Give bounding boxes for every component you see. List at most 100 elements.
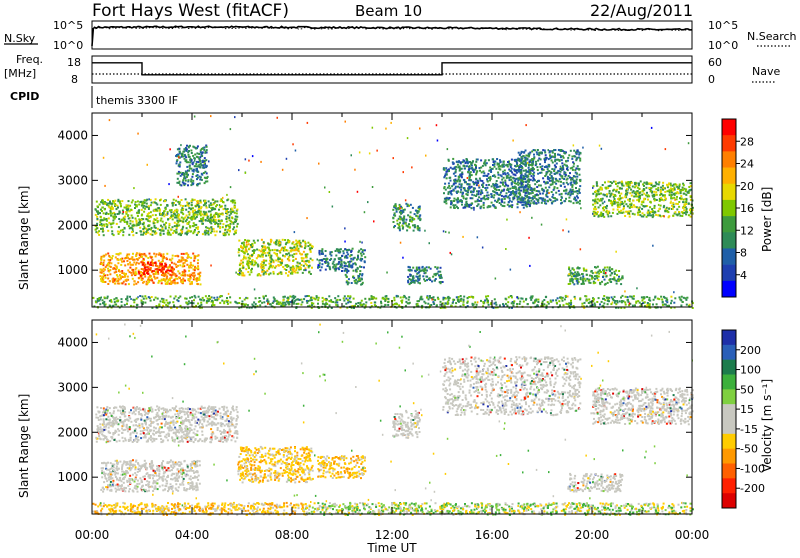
range-gate-cell (140, 234, 142, 236)
range-gate-cell (461, 186, 463, 188)
range-gate-cell (688, 202, 690, 204)
range-gate-cell (387, 304, 389, 306)
range-gate-cell (455, 171, 457, 173)
range-gate-cell (415, 276, 417, 278)
range-gate-cell (676, 196, 678, 198)
range-gate-cell (608, 215, 610, 217)
range-gate-cell (347, 253, 349, 255)
range-gate-cell (676, 214, 678, 216)
range-gate-cell (251, 268, 253, 270)
range-gate-cell (629, 192, 631, 194)
range-gate-cell (196, 152, 198, 154)
range-gate-cell (543, 303, 545, 305)
range-gate-cell (621, 203, 623, 205)
range-gate-cell (445, 171, 447, 173)
range-gate-cell (393, 205, 395, 207)
range-gate-cell (222, 214, 224, 216)
range-gate-cell (596, 185, 598, 187)
range-gate-cell (170, 211, 172, 213)
range-gate-cell (585, 280, 587, 282)
range-gate-cell (262, 256, 264, 258)
range-gate-cell (426, 266, 428, 268)
range-gate-cell (95, 214, 97, 216)
range-gate-cell (132, 253, 134, 255)
range-gate-cell (497, 164, 499, 166)
range-gate-cell (135, 264, 137, 266)
range-gate-cell (172, 267, 174, 269)
range-gate-cell (101, 272, 103, 274)
range-gate-cell (463, 165, 465, 167)
range-gate-cell (451, 190, 453, 192)
range-gate-cell (135, 201, 137, 203)
range-gate-cell (312, 246, 314, 248)
range-gate-cell (534, 183, 536, 185)
range-gate-cell (279, 242, 281, 244)
range-gate-cell (174, 282, 176, 284)
range-gate-cell (127, 209, 129, 211)
range-gate-cell (578, 267, 580, 269)
range-gate-cell (588, 280, 590, 282)
range-gate-cell (200, 163, 202, 165)
range-gate-cell (165, 226, 167, 228)
range-gate-cell (541, 152, 543, 154)
range-gate-cell (541, 202, 543, 204)
range-gate-cell (157, 228, 159, 230)
range-gate-cell (417, 212, 419, 214)
range-gate-cell (250, 271, 252, 273)
range-gate-cell (631, 195, 633, 197)
range-gate-cell (242, 267, 244, 269)
range-gate-cell (135, 255, 137, 257)
range-gate-cell (116, 208, 118, 210)
range-gate-cell (178, 171, 180, 173)
range-gate-cell (645, 187, 647, 189)
range-gate-cell (668, 182, 670, 184)
range-gate-cell (228, 217, 230, 219)
range-gate-cell (272, 260, 274, 262)
range-gate-cell (346, 276, 348, 278)
range-gate-cell (549, 180, 551, 182)
range-gate-cell (450, 180, 452, 182)
range-gate-cell (551, 168, 553, 170)
range-gate-cell (185, 220, 187, 222)
range-gate-cell (199, 183, 201, 185)
range-gate-cell (131, 201, 133, 203)
range-gate-cell (510, 191, 512, 193)
range-gate-cell (641, 194, 643, 196)
range-gate-cell (643, 214, 645, 216)
range-gate-cell (194, 269, 196, 271)
range-gate-cell (101, 219, 103, 221)
range-gate-cell (606, 205, 608, 207)
range-gate-cell (577, 282, 579, 284)
range-gate-cell (135, 283, 137, 285)
range-gate-cell (521, 196, 523, 198)
range-gate-cell (629, 216, 631, 218)
range-gate-cell (519, 301, 521, 303)
range-gate-cell (175, 229, 177, 231)
range-gate-cell (174, 255, 176, 257)
range-gate-cell (175, 155, 177, 157)
range-gate-cell (282, 239, 284, 241)
range-gate-cell (426, 279, 428, 281)
range-gate-cell (351, 282, 353, 284)
range-gate-cell (491, 193, 493, 195)
range-gate-cell (193, 214, 195, 216)
range-gate-cell (575, 159, 577, 161)
range-gate-cell (106, 265, 108, 267)
range-gate-cell (463, 197, 465, 199)
range-gate-cell (122, 229, 124, 231)
range-gate-cell (544, 152, 546, 154)
range-gate-cell (471, 174, 473, 176)
range-gate-cell (312, 259, 314, 261)
range-gate-cell (190, 178, 192, 180)
range-gate-cell (680, 190, 682, 192)
range-gate-cell (152, 265, 154, 267)
range-gate-cell (163, 215, 165, 217)
range-gate-cell (643, 193, 645, 195)
range-gate-cell (107, 199, 109, 201)
range-gate-cell (185, 205, 187, 207)
range-gate-cell (498, 189, 500, 191)
range-gate-cell (295, 258, 297, 260)
range-gate-cell (192, 232, 194, 234)
range-gate-cell (573, 198, 575, 200)
range-gate-cell (143, 281, 145, 283)
